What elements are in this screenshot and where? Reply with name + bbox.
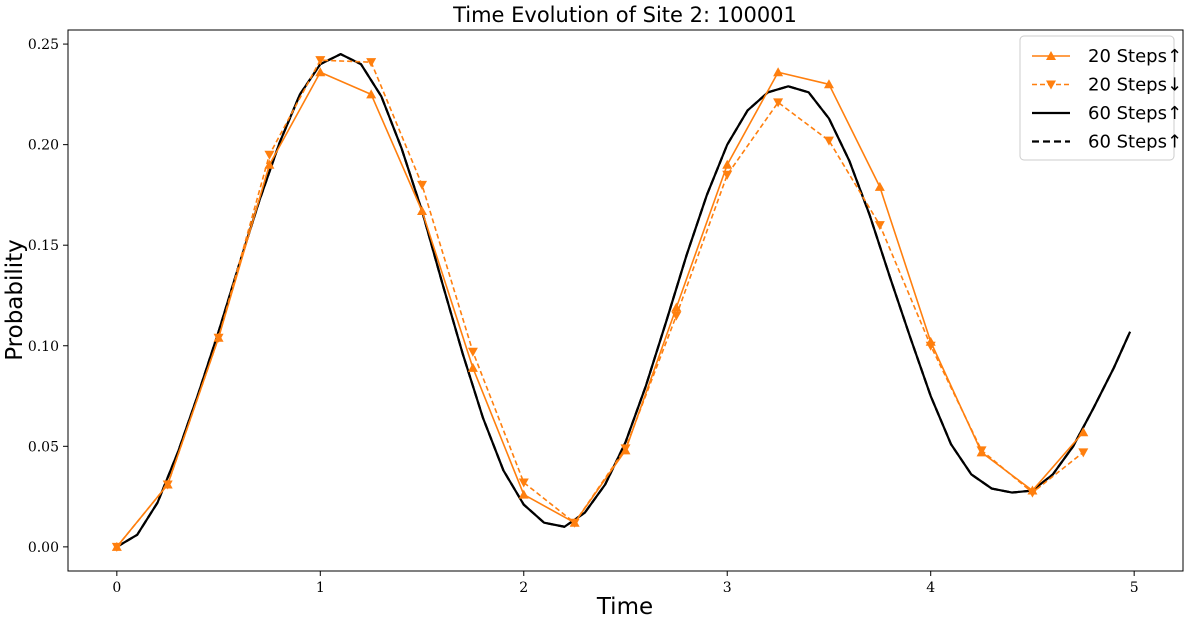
series-1-point <box>823 136 834 146</box>
legend-box <box>1019 35 1175 161</box>
series-0-point <box>671 302 682 312</box>
series-line-2 <box>116 53 1132 548</box>
y-tick-label: 0.25 <box>28 37 59 53</box>
series-1-point <box>518 478 529 488</box>
series-0-point <box>823 79 834 89</box>
series-line-0 <box>116 71 1084 548</box>
x-tick-label: 0 <box>112 580 121 596</box>
series-line-3 <box>116 53 1132 548</box>
series-1-point <box>264 150 275 160</box>
y-tick-label: 0.20 <box>28 138 59 154</box>
legend-marker-1 <box>1046 80 1056 90</box>
series-0-point <box>1078 427 1089 437</box>
x-tick-label: 1 <box>316 580 325 596</box>
series-0-point <box>722 159 733 169</box>
series-1-point <box>976 446 987 456</box>
series-line-1 <box>116 59 1084 548</box>
series-1-point <box>671 311 682 321</box>
series-1-point <box>213 333 224 343</box>
series-1-point <box>417 180 428 190</box>
series-1-point <box>162 480 173 490</box>
legend-label-1: 20 Steps↓ <box>1088 75 1182 96</box>
series-1-point <box>569 518 580 528</box>
series-0-point <box>264 159 275 169</box>
series-0-point <box>366 89 377 99</box>
series-1-point <box>722 170 733 180</box>
y-axis-label: Probability <box>2 239 28 361</box>
legend-label-3: 60 Steps↑ <box>1088 132 1182 153</box>
series-1-point <box>1027 488 1038 498</box>
series-1-point <box>467 347 478 357</box>
series-0-point <box>467 362 478 372</box>
series-1-point <box>366 58 377 68</box>
chart-title: Time Evolution of Site 2: 100001 <box>452 3 797 27</box>
plot-area: 0 1 2 3 4 5 0.00 0.05 0.10 0.15 0.20 0.25 <box>28 29 1184 596</box>
legend-label-0: 20 Steps↑ <box>1088 46 1182 67</box>
x-tick-label: 3 <box>723 580 732 596</box>
series-1-point <box>1078 448 1089 458</box>
series-1-point <box>111 542 122 552</box>
series-1-point <box>773 98 784 108</box>
x-axis-label: Time <box>596 594 653 620</box>
y-tick-label: 0.15 <box>28 238 59 254</box>
legend-label-2: 60 Steps↑ <box>1088 103 1182 124</box>
series-1-point <box>315 56 326 66</box>
series-1-point <box>925 341 936 351</box>
series-0-point <box>874 181 885 191</box>
series-0-point <box>417 206 428 216</box>
x-tick-label: 5 <box>1130 580 1139 596</box>
series-0-point <box>518 489 529 499</box>
series-0-point <box>315 67 326 77</box>
x-tick-label: 2 <box>519 580 528 596</box>
plot-frame <box>67 29 1184 572</box>
series-1-point <box>620 444 631 454</box>
legend: 20 Steps↑ 20 Steps↓ 60 Steps↑ 60 Steps↑ <box>1019 35 1182 161</box>
y-tick-label: 0.05 <box>28 439 59 455</box>
series-0-point <box>773 67 784 77</box>
series-1-point <box>874 221 885 231</box>
y-tick-label: 0.00 <box>28 540 59 556</box>
legend-marker-0 <box>1046 51 1056 60</box>
y-tick-label: 0.10 <box>28 339 59 355</box>
x-tick-label: 4 <box>926 580 935 596</box>
